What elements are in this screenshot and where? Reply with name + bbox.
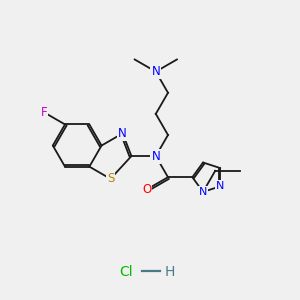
Text: N: N — [199, 187, 207, 197]
Text: N: N — [118, 127, 127, 140]
Text: S: S — [107, 172, 114, 185]
Text: F: F — [40, 106, 47, 119]
Text: O: O — [142, 183, 152, 196]
Text: N: N — [152, 150, 160, 163]
Text: Cl: Cl — [119, 265, 133, 279]
Text: N: N — [152, 65, 160, 78]
Text: H: H — [164, 265, 175, 279]
Text: N: N — [216, 181, 224, 191]
